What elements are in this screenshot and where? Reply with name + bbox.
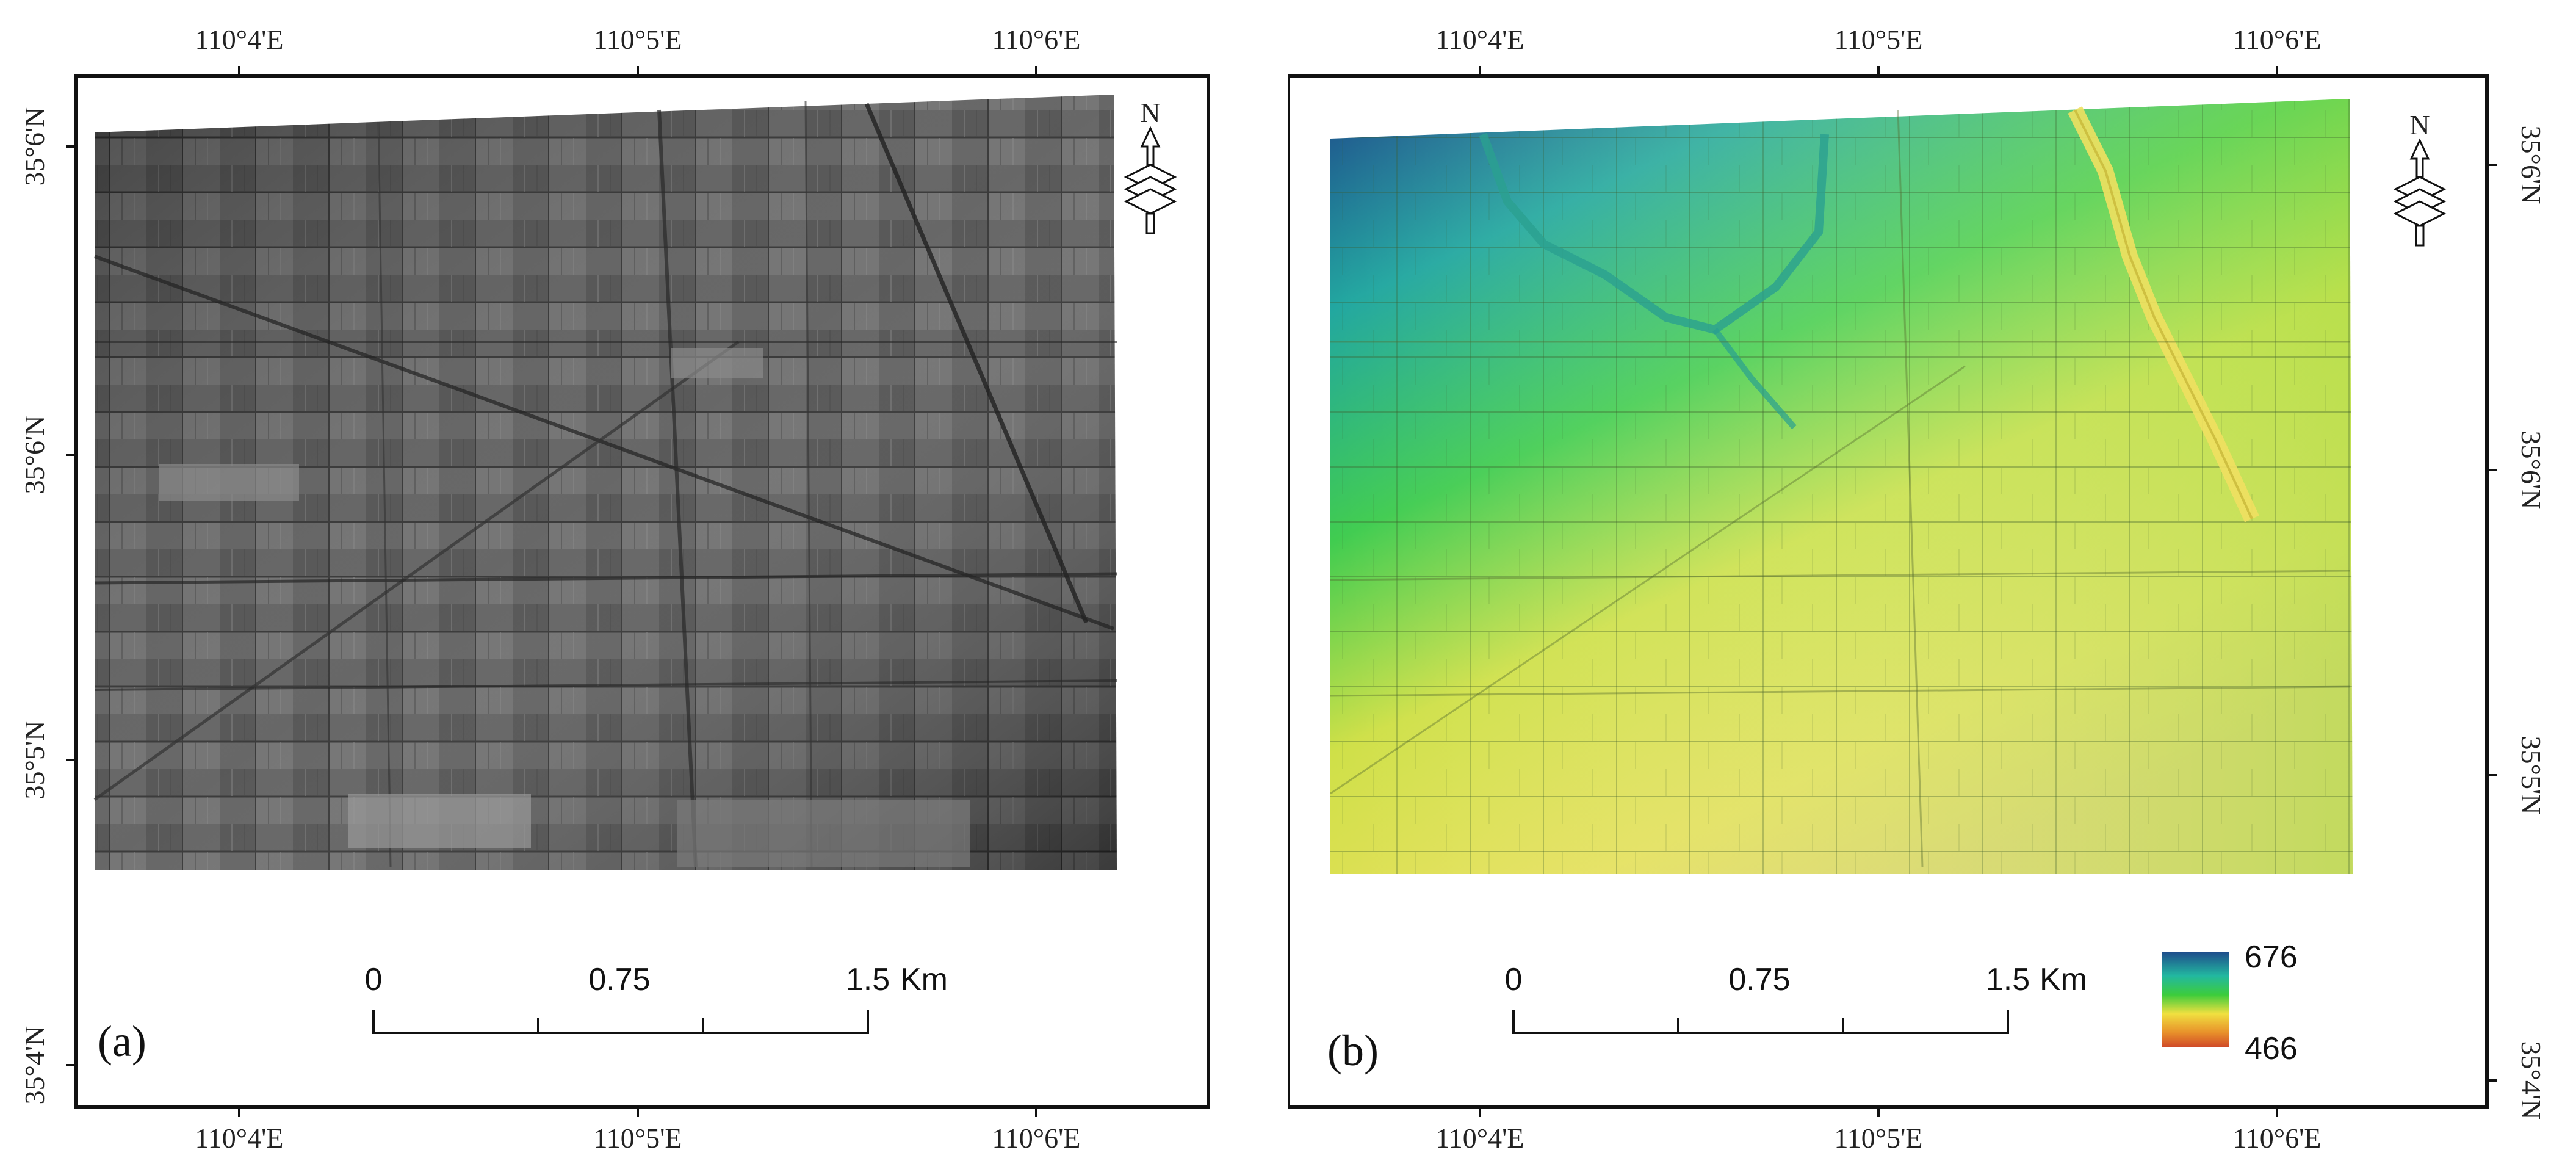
lat-label-right-2: 35°6'N [2516, 431, 2547, 510]
lon-label-bottom-3: 110°6'E [2232, 1123, 2321, 1154]
lon-ticks-top: 110°4'E 110°5'E 110°6'E [195, 24, 1081, 76]
lon-label-bottom-1: 110°4'E [1435, 1123, 1524, 1154]
lat-label-right-3: 35°5'N [2516, 736, 2547, 815]
elevation-legend: 676 466 [2162, 939, 2298, 1066]
lat-label-left-2: 35°6'N [19, 416, 50, 494]
lat-label-right-1: 35°6'N [2516, 126, 2547, 204]
scale-label-075: 0.75 [588, 962, 650, 997]
lat-label-right-4: 35°4'N [2516, 1041, 2547, 1120]
lon-label-bottom-2: 110°5'E [1834, 1123, 1922, 1154]
scale-bar: 0 0.75 1.5 Km [365, 962, 948, 1034]
lon-ticks-bottom: 110°4'E 110°5'E 110°6'E [195, 1107, 1081, 1154]
lat-label-left-3: 35°5'N [19, 721, 50, 800]
lon-label-top-1: 110°4'E [195, 24, 283, 55]
north-label: N [1140, 97, 1160, 128]
legend-max: 676 [2245, 939, 2298, 975]
scale-label-0: 0 [1505, 962, 1523, 997]
legend-color-ramp [2162, 952, 2229, 1047]
scale-bar: 0 0.75 1.5 Km [1505, 962, 2087, 1034]
lon-label-bottom-3: 110°6'E [992, 1123, 1080, 1154]
scale-label-15: 1.5 [846, 962, 890, 997]
legend-min: 466 [2245, 1031, 2298, 1066]
lon-label-top-1: 110°4'E [1435, 24, 1524, 55]
panel-b: 110°4'E 110°5'E 110°6'E 110°4'E 110°5'E … [1288, 0, 2576, 1161]
lon-label-bottom-2: 110°5'E [593, 1123, 682, 1154]
dem-raster [1330, 99, 2353, 874]
lon-label-top-3: 110°6'E [992, 24, 1080, 55]
north-arrow-icon: N [2393, 109, 2447, 247]
scale-label-075: 0.75 [1728, 962, 1790, 997]
scale-label-0: 0 [365, 962, 383, 997]
lat-label-left-1: 35°6'N [19, 107, 50, 186]
lon-label-bottom-1: 110°4'E [195, 1123, 283, 1154]
hillshade-raster [93, 95, 1117, 870]
scale-label-15: 1.5 [1986, 962, 2030, 997]
lon-label-top-2: 110°5'E [1834, 24, 1922, 55]
lat-ticks-left: 35°6'N 35°6'N 35°5'N 35°4'N [19, 107, 76, 1105]
lon-label-top-3: 110°6'E [2232, 24, 2321, 55]
lat-ticks-right: 35°6'N 35°6'N 35°5'N 35°4'N [2487, 126, 2547, 1120]
north-arrow-icon: N [1124, 97, 1177, 234]
scale-unit: Km [2040, 962, 2087, 997]
panel-label: (a) [98, 1017, 146, 1066]
lon-ticks-top: 110°4'E 110°5'E 110°6'E [1435, 24, 2322, 76]
lon-label-top-2: 110°5'E [593, 24, 682, 55]
panel-label: (b) [1327, 1026, 1379, 1075]
lat-label-left-4: 35°4'N [19, 1026, 50, 1105]
scale-unit: Km [900, 962, 948, 997]
lon-ticks-bottom: 110°4'E 110°5'E 110°6'E [1435, 1107, 2322, 1154]
north-label: N [2409, 109, 2430, 140]
panel-a: 110°4'E 110°5'E 110°6'E 110°4'E 110°5'E … [19, 24, 1210, 1154]
